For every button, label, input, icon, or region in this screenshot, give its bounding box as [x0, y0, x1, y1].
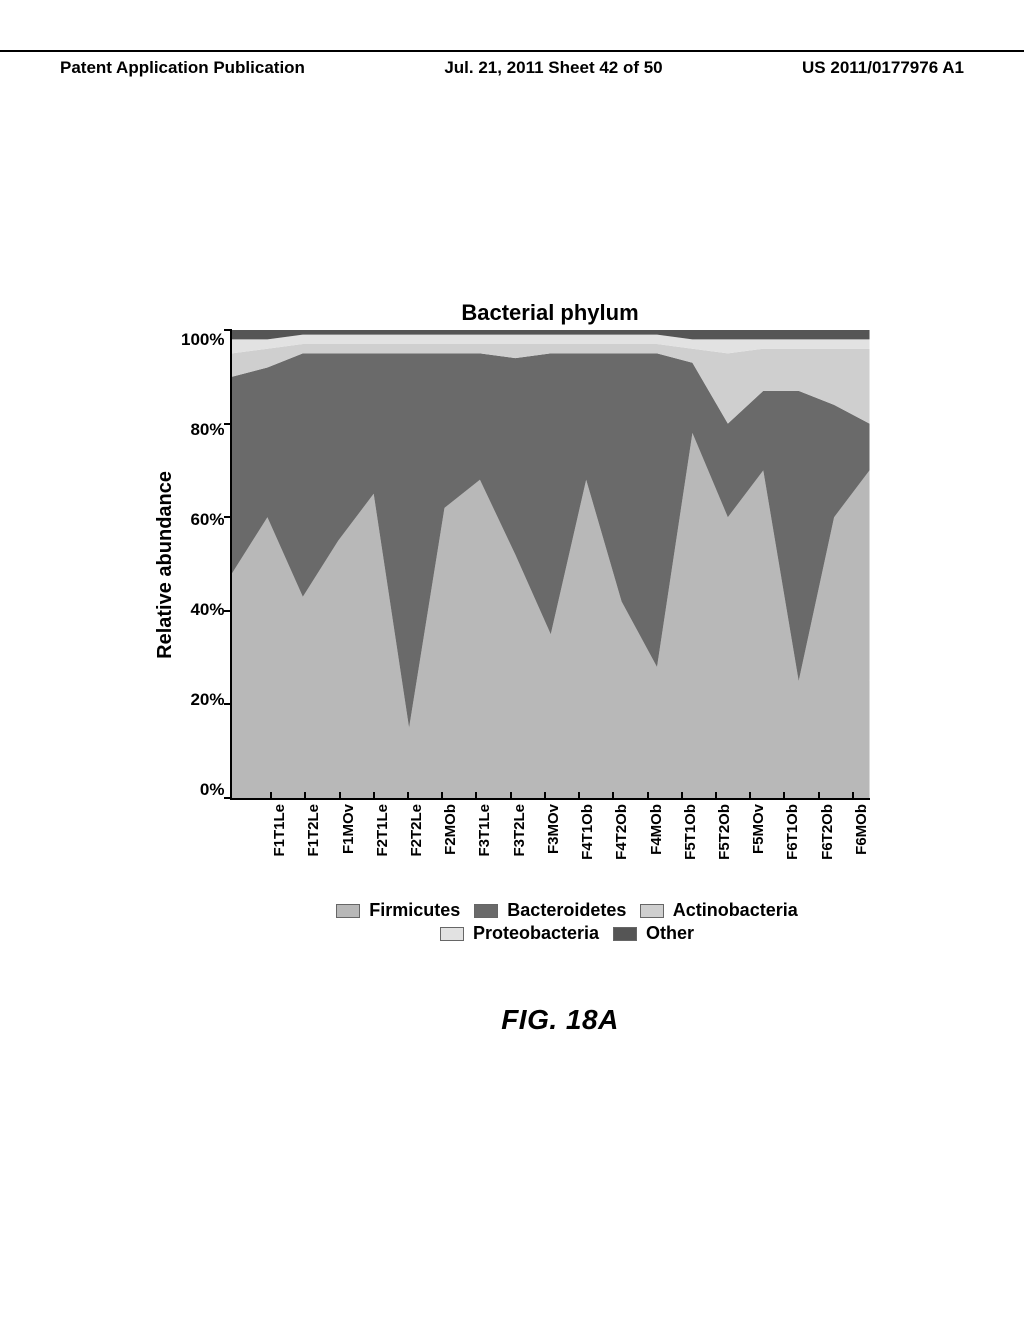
x-tick-label: F6T1Ob: [784, 804, 801, 860]
legend-swatch: [474, 904, 498, 918]
x-tick-label: F2MOb: [442, 804, 459, 855]
x-tick-label: F1T2Le: [305, 804, 322, 857]
legend-label: Firmicutes: [364, 900, 460, 920]
x-tick-mark: [339, 792, 341, 800]
header-center: Jul. 21, 2011 Sheet 42 of 50: [444, 58, 662, 78]
x-tick-mark: [475, 792, 477, 800]
x-tick-mark: [749, 792, 751, 800]
x-tick-mark: [715, 792, 717, 800]
y-tick-label: 0%: [200, 780, 225, 800]
y-tick-label: 40%: [190, 600, 224, 620]
figure: Bacterial phylum Relative abundance 100%…: [150, 300, 870, 1036]
legend-row: Firmicutes Bacteroidetes Actinobacteria: [250, 900, 870, 921]
x-tick-mark: [612, 792, 614, 800]
x-tick-mark: [852, 792, 854, 800]
y-tick-mark: [224, 703, 232, 705]
page-header: Patent Application Publication Jul. 21, …: [0, 50, 1024, 78]
header-left: Patent Application Publication: [60, 58, 305, 78]
legend: Firmicutes Bacteroidetes Actinobacteria …: [250, 900, 870, 944]
x-tick-mark: [544, 792, 546, 800]
plot-area: [230, 330, 870, 800]
y-tick-label: 80%: [190, 420, 224, 440]
legend-swatch: [613, 927, 637, 941]
x-tick-mark: [647, 792, 649, 800]
x-tick-label: F2T1Le: [374, 804, 391, 857]
y-tick-mark: [224, 329, 232, 331]
x-tick-mark: [510, 792, 512, 800]
x-tick-label: F1MOv: [340, 804, 357, 854]
x-tick-mark: [681, 792, 683, 800]
x-tick-mark: [373, 792, 375, 800]
x-tick-mark: [578, 792, 580, 800]
y-axis-label: Relative abundance: [150, 471, 181, 659]
stacked-area-svg: [232, 330, 870, 798]
x-tick-mark: [407, 792, 409, 800]
legend-label: Proteobacteria: [468, 923, 599, 943]
x-tick-label: F4MOb: [648, 804, 665, 855]
x-tick-mark: [441, 792, 443, 800]
x-tick-label: F5T1Ob: [682, 804, 699, 860]
figure-caption: FIG. 18A: [250, 1004, 870, 1036]
y-tick-mark: [224, 423, 232, 425]
chart-box: Relative abundance 100% 80% 60% 40% 20% 0%: [150, 330, 870, 800]
header-right: US 2011/0177976 A1: [802, 58, 964, 78]
y-tick-mark: [224, 610, 232, 612]
legend-label: Other: [641, 923, 694, 943]
x-tick-mark: [270, 792, 272, 800]
x-tick-label: F6T2Ob: [819, 804, 836, 860]
y-tick-mark: [224, 797, 232, 799]
x-tick-label: F4T1Ob: [579, 804, 596, 860]
page: Patent Application Publication Jul. 21, …: [0, 0, 1024, 1320]
legend-swatch: [440, 927, 464, 941]
y-ticks: 100% 80% 60% 40% 20% 0%: [181, 330, 230, 800]
x-tick-label: F4T2Ob: [613, 804, 630, 860]
header-row: Patent Application Publication Jul. 21, …: [0, 52, 1024, 78]
chart-title: Bacterial phylum: [230, 300, 870, 326]
x-tick-label: F3T2Le: [511, 804, 528, 857]
x-tick-label: F3T1Le: [476, 804, 493, 857]
x-tick-label: F3MOv: [545, 804, 562, 854]
legend-label: Actinobacteria: [668, 900, 797, 920]
legend-label: Bacteroidetes: [502, 900, 626, 920]
legend-swatch: [336, 904, 360, 918]
y-tick-mark: [224, 516, 232, 518]
x-tick-label: F1T1Le: [271, 804, 288, 857]
x-tick-mark: [304, 792, 306, 800]
legend-row: Proteobacteria Other: [250, 923, 870, 944]
x-tick-label: F2T2Le: [408, 804, 425, 857]
y-tick-label: 20%: [190, 690, 224, 710]
legend-swatch: [640, 904, 664, 918]
x-tick-mark: [783, 792, 785, 800]
x-tick-mark: [818, 792, 820, 800]
y-tick-label: 60%: [190, 510, 224, 530]
x-tick-label: F6MOb: [853, 804, 870, 855]
y-tick-label: 100%: [181, 330, 224, 350]
x-ticks: F1T1Le F1T2Le F1MOv F2T1Le F2T2Le F2MOb F3T1Le…: [254, 800, 870, 890]
x-tick-label: F5T2Ob: [716, 804, 733, 860]
x-tick-label: F5MOv: [750, 804, 767, 854]
